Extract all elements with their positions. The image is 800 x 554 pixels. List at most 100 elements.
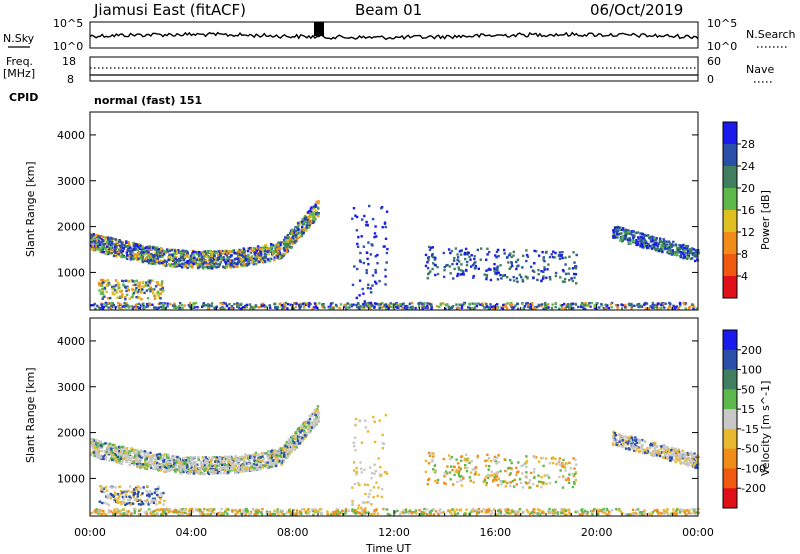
echo-cell: [169, 460, 172, 464]
echo-cell: [580, 508, 583, 512]
echo-cell: [217, 256, 220, 260]
echo-cell: [438, 305, 441, 309]
echo-cell: [141, 450, 145, 453]
echo-cell: [656, 244, 659, 248]
echo-cell: [558, 254, 561, 257]
echo-cell: [545, 250, 548, 254]
echo-cell: [119, 448, 122, 452]
echo-cell: [496, 303, 499, 306]
echo-cell: [146, 491, 149, 494]
echo-cell: [512, 306, 516, 309]
echo-cell: [249, 307, 252, 311]
echo-cell: [197, 470, 200, 473]
echo-cell: [651, 511, 655, 514]
echo-cell: [125, 241, 128, 244]
echo-cell: [657, 242, 660, 246]
echo-cell: [182, 511, 185, 514]
echo-cell: [315, 421, 319, 425]
echo-cell: [162, 491, 165, 495]
echo-cell: [362, 303, 365, 306]
echo-cell: [238, 460, 241, 463]
echo-cell: [152, 498, 155, 502]
echo-cell: [671, 249, 674, 252]
echo-cell: [273, 302, 276, 306]
echo-cell: [208, 464, 211, 467]
echo-cell: [247, 254, 250, 257]
echo-cell: [378, 306, 381, 310]
echo-cell: [314, 205, 317, 208]
echo-cell: [100, 446, 104, 450]
echo-cell: [529, 305, 532, 308]
echo-cell: [678, 244, 681, 247]
echo-cell: [496, 509, 500, 512]
echo-cell: [236, 302, 239, 305]
echo-cell: [285, 511, 288, 514]
echo-cell: [140, 253, 144, 256]
echo-cell: [526, 277, 529, 280]
echo-cell: [492, 305, 495, 308]
echo-cell: [217, 462, 220, 465]
echo-cell: [154, 294, 157, 297]
echo-cell: [96, 443, 99, 447]
echo-cell: [265, 244, 268, 247]
echo-cell: [132, 488, 136, 491]
echo-cell: [98, 500, 101, 503]
echo-cell: [277, 453, 281, 456]
echo-cell: [194, 460, 197, 464]
echo-cell: [431, 267, 434, 271]
echo-cell: [101, 281, 104, 284]
echo-cell: [100, 246, 103, 249]
echo-cell: [666, 245, 669, 248]
nave-tick-bottom: 0: [707, 73, 714, 86]
echo-cell: [477, 267, 480, 270]
echo-cell: [101, 305, 104, 309]
echo-cell: [465, 268, 468, 272]
echo-cell: [287, 438, 291, 441]
echo-cell: [132, 493, 135, 497]
echo-cell: [687, 511, 691, 514]
echo-cell: [542, 256, 545, 259]
echo-cell: [103, 490, 106, 494]
echo-cell: [410, 301, 414, 305]
echo-cell: [522, 254, 525, 257]
echo-cell: [307, 428, 310, 431]
echo-cell: [181, 262, 184, 265]
echo-cell: [249, 510, 253, 514]
echo-cell: [223, 510, 227, 513]
echo-cell: [98, 282, 101, 285]
echo-cell: [314, 305, 318, 309]
echo-cell: [273, 256, 276, 259]
echo-cell: [105, 450, 108, 453]
echo-cell: [312, 513, 315, 517]
echo-cell: [177, 251, 181, 254]
echo-cell: [173, 252, 176, 256]
echo-cell: [155, 503, 158, 506]
echo-cell: [203, 469, 206, 473]
echo-cell: [124, 245, 127, 249]
echo-cell: [219, 456, 222, 460]
echo-cell: [160, 248, 163, 251]
echo-cell: [295, 231, 299, 234]
echo-cell: [173, 258, 176, 262]
echo-cell: [670, 245, 673, 249]
echo-cell: [112, 248, 115, 252]
echo-cell: [233, 463, 237, 466]
echo-cell: [188, 459, 191, 463]
echo-cell: [191, 264, 194, 267]
echo-cell: [165, 470, 168, 473]
echo-cell: [256, 245, 260, 248]
echo-cell: [136, 245, 140, 248]
echo-cell: [104, 452, 107, 455]
echo-cell: [101, 457, 104, 460]
echo-cell: [128, 297, 131, 300]
echo-cell: [683, 255, 686, 259]
echo-cell: [278, 459, 281, 462]
echo-cell: [292, 231, 296, 234]
echo-cell: [227, 250, 230, 253]
echo-cell: [119, 244, 122, 247]
echo-cell: [138, 253, 141, 256]
echo-cell: [133, 463, 136, 466]
echo-cell: [182, 459, 185, 462]
echo-cell: [128, 495, 131, 498]
